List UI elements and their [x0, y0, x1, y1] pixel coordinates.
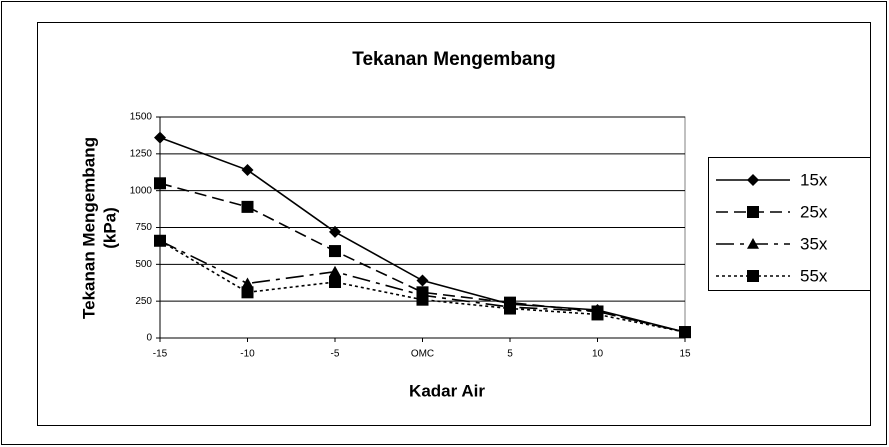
x-tick-label: -10	[240, 349, 255, 360]
y-tick-label: 750	[135, 222, 152, 233]
data-point	[416, 274, 429, 287]
y-tick-label: 0	[146, 333, 152, 344]
legend-label: 35x	[800, 234, 828, 253]
data-point	[329, 225, 341, 238]
legend-marker	[747, 174, 759, 186]
legend-marker	[747, 238, 759, 249]
y-tick-label: 1000	[130, 185, 153, 196]
x-tick-label: -15	[153, 349, 168, 360]
y-tick-label: 250	[135, 296, 152, 307]
data-point	[154, 131, 166, 144]
y-axis-title: (kPa)	[100, 207, 119, 249]
x-tick-label: 10	[592, 349, 604, 360]
x-tick-label: -5	[331, 349, 340, 360]
data-point	[329, 276, 341, 289]
legend-marker	[747, 270, 759, 282]
chart-title: Tekanan Mengembang	[352, 49, 555, 70]
data-point	[591, 308, 604, 321]
data-point	[241, 286, 254, 299]
legend-label: 55x	[800, 266, 828, 285]
data-point	[329, 245, 341, 258]
legend	[708, 157, 871, 291]
legend-label: 25x	[800, 202, 828, 221]
y-tick-label: 500	[135, 259, 152, 270]
data-point	[241, 164, 254, 177]
legend-label: 15x	[800, 170, 828, 189]
data-point	[154, 234, 166, 247]
data-point	[241, 277, 254, 289]
legend-marker	[747, 206, 759, 218]
x-axis-title: Kadar Air	[409, 381, 485, 400]
x-tick-label: 15	[679, 349, 691, 360]
data-point	[329, 265, 341, 277]
y-tick-label: 1250	[130, 148, 153, 159]
data-point	[416, 293, 429, 306]
data-point	[241, 200, 254, 213]
x-tick-label: OMC	[411, 349, 434, 360]
y-tick-label: 1500	[130, 112, 153, 123]
data-point	[154, 177, 166, 190]
data-point	[504, 302, 516, 315]
y-axis-title: Tekanan Mengembang	[79, 137, 98, 319]
data-point	[679, 326, 691, 339]
x-tick-label: 5	[507, 349, 513, 360]
